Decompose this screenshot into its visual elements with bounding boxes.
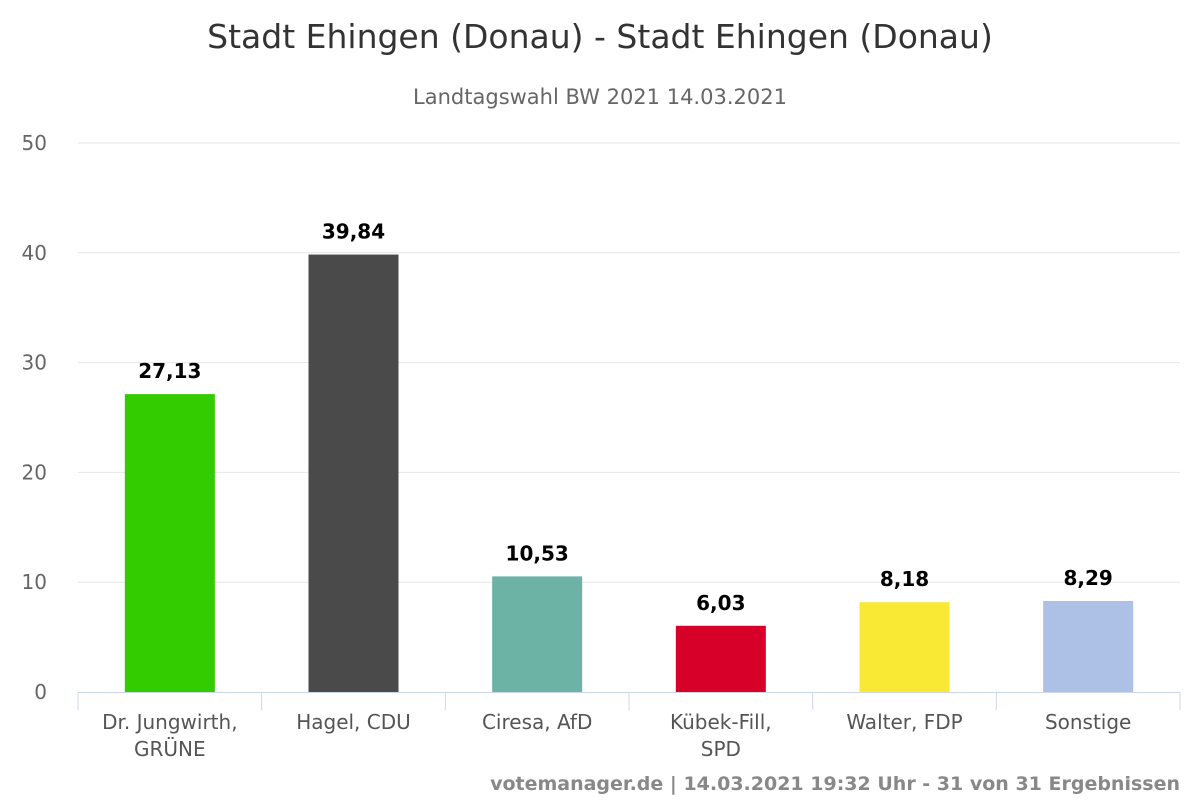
data-label: 6,03	[696, 591, 745, 615]
y-tick-label: 20	[22, 460, 47, 484]
credit[interactable]: votemanager.de | 14.03.2021 19:32 Uhr - …	[490, 773, 1180, 795]
data-label: 10,53	[506, 541, 569, 565]
x-category-label: Sonstige	[1045, 710, 1131, 734]
bar	[1043, 600, 1134, 692]
y-tick-label: 10	[22, 570, 47, 594]
x-category-label: GRÜNE	[134, 737, 206, 761]
data-label: 27,13	[138, 359, 201, 383]
y-tick-label: 0	[34, 680, 47, 704]
x-category-label: Kübek-Fill,	[670, 710, 772, 734]
x-category-label: Dr. Jungwirth,	[102, 710, 237, 734]
x-category-label: SPD	[701, 737, 741, 761]
x-category-label: Ciresa, AfD	[482, 710, 592, 734]
chart-subtitle: Landtagswahl BW 2021 14.03.2021	[413, 85, 787, 109]
y-tick-label: 50	[22, 131, 47, 155]
bar	[492, 576, 583, 692]
bar	[308, 254, 399, 692]
y-tick-label: 30	[22, 351, 47, 375]
chart-title: Stadt Ehingen (Donau) - Stadt Ehingen (D…	[207, 17, 993, 56]
bar	[859, 602, 950, 692]
bar	[124, 394, 215, 692]
data-label: 39,84	[322, 220, 385, 244]
data-label: 8,18	[880, 567, 929, 591]
y-tick-label: 40	[22, 241, 47, 265]
data-label: 8,29	[1063, 566, 1112, 590]
bar	[675, 625, 766, 692]
x-category-label: Hagel, CDU	[296, 710, 411, 734]
x-category-label: Walter, FDP	[846, 710, 962, 734]
